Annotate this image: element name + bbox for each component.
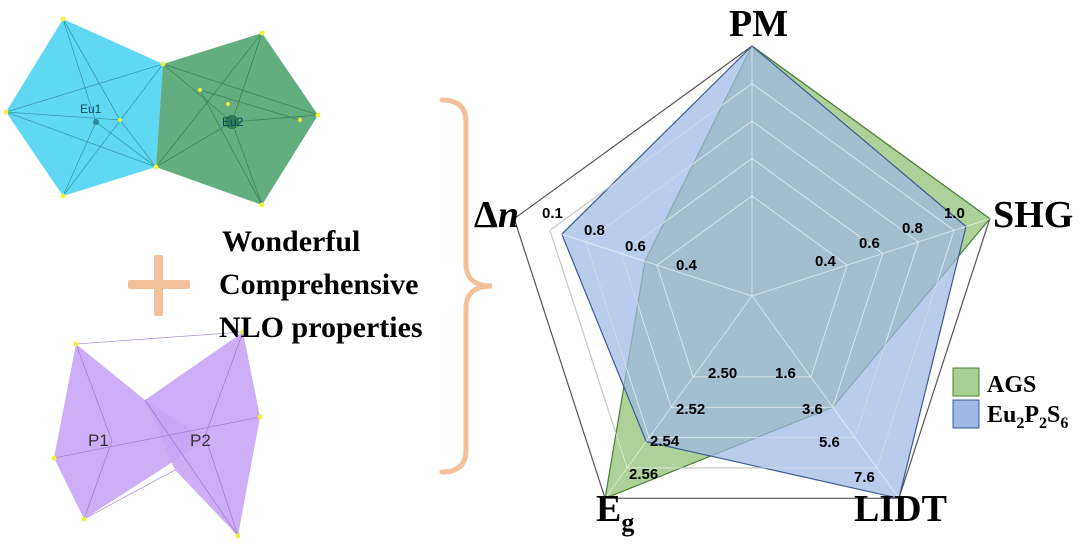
legend-label-ags: AGS (987, 372, 1036, 398)
eu2-atom (225, 115, 239, 129)
axis-label-lidt: LIDT (854, 488, 947, 530)
eu2-edges (155, 32, 319, 206)
axis-label-pm: PM (729, 3, 788, 45)
p-edges (53, 331, 261, 537)
tick-dn-1: 0.6 (625, 238, 646, 255)
eu-vertex-dots (3, 16, 321, 208)
eu-polyhedra-icon: Eu1 Eu2 (3, 16, 321, 208)
eps-part-5: S (1047, 402, 1060, 428)
headline-line-2: Comprehensive (219, 268, 418, 301)
p1-label: P1 (88, 431, 109, 450)
tick-dn-3: 0.1 (542, 205, 563, 222)
axis-label-shg: SHG (993, 194, 1073, 236)
right-brace-icon (439, 97, 493, 475)
headline: Wonderful Comprehensive NLO properties (219, 225, 423, 344)
tick-lidt-2: 5.6 (819, 434, 840, 451)
spoke-2 (751, 295, 900, 499)
p-polyhedra-icon: P1 P2 (51, 329, 263, 539)
eps-part-2: 2 (1016, 415, 1024, 432)
tick-eg-2: 2.54 (650, 433, 680, 450)
axis-label-delta-n: Δn (474, 194, 519, 236)
axis-label-eg-main: E (596, 488, 621, 530)
legend-swatch-ags (952, 367, 980, 397)
eu1-polyhedron (6, 19, 163, 196)
tick-shg-3: 1.0 (944, 205, 965, 222)
eps-part-4: 2 (1039, 415, 1047, 432)
axis-label-eg-sub: g (621, 508, 634, 537)
spoke-3 (604, 295, 753, 499)
legend-label-eps: Eu2P2S6 (987, 402, 1068, 432)
eps-part-1: Eu (987, 402, 1016, 428)
tick-lidt-1: 3.6 (802, 401, 823, 418)
p2-label: P2 (190, 431, 211, 450)
headline-line-1: Wonderful (222, 225, 360, 258)
grid-ring-overlay-1 (656, 195, 848, 378)
headline-line-3: NLO properties (219, 311, 423, 344)
legend: AGS Eu2P2S6 (952, 367, 1068, 432)
eps-part-6: 6 (1060, 415, 1068, 432)
radar-spokes (514, 46, 990, 499)
eu1-edges (5, 18, 164, 197)
legend-swatch-eps (952, 399, 980, 429)
grid-ring-overlay-3 (585, 120, 919, 439)
grid-ring-overlay-4 (549, 82, 955, 469)
spoke-1 (751, 218, 990, 297)
tick-shg-2: 0.8 (902, 220, 923, 237)
eu1-label: Eu1 (80, 102, 102, 116)
radar-chart (513, 45, 991, 500)
axis-label-delta: Δ (474, 194, 498, 236)
tick-eg-3: 2.56 (629, 466, 658, 483)
tick-shg-1: 0.6 (859, 235, 880, 252)
eu1-atom (93, 119, 99, 125)
tick-eg-1: 2.52 (676, 401, 705, 418)
tick-shg-0: 0.4 (815, 253, 837, 270)
axis-label-n: n (498, 194, 519, 236)
axis-label-eg: Eg (596, 488, 634, 537)
spoke-4 (514, 218, 753, 297)
eps-part-3: P (1024, 402, 1039, 428)
grid-ring-overlay-2 (620, 157, 884, 408)
eu2-label: Eu2 (222, 115, 244, 129)
plus-icon (128, 255, 190, 316)
tick-lidt-3: 7.6 (854, 469, 875, 486)
series-polygon-eu2p2s6 (561, 45, 967, 500)
p-vertex-dots (51, 329, 263, 539)
tick-dn-2: 0.8 (584, 222, 605, 239)
radar-series (561, 45, 991, 500)
tick-lidt-0: 1.6 (775, 365, 796, 382)
tick-eg-0: 2.50 (708, 365, 737, 382)
tick-dn-0: 0.4 (676, 257, 698, 274)
p2-polyhedron (145, 332, 260, 536)
